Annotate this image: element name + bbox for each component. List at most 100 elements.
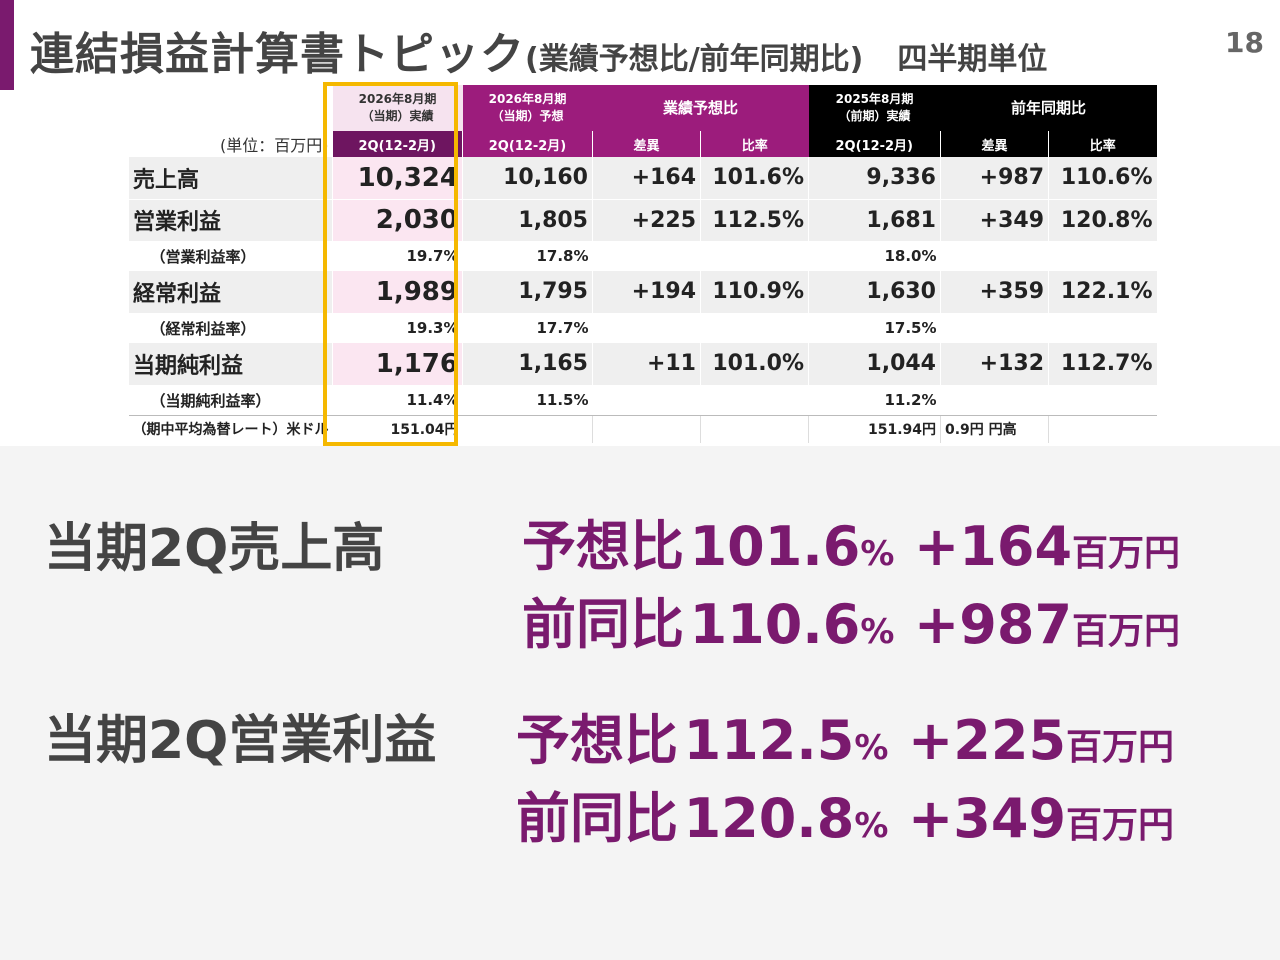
cell-ratio2: 120.8% [1048,199,1157,242]
table-row-ordinary-income: 経常利益 1,989 1,795 +194 110.9% 1,630 +359 … [128,271,1157,314]
header-vs-forecast: 業績予想比 [592,85,809,131]
cell-empty [1048,385,1157,415]
cell-prior: 11.2% [808,385,941,415]
cell-actual: 1,176 [332,343,463,386]
cell-ratio2: 112.7% [1048,343,1157,386]
cell-empty [592,414,701,443]
prior-prefix: 前同比 [516,787,678,850]
cell-ratio1: 110.9% [700,271,809,314]
cell-empty [462,414,593,443]
table-row-ordinary-margin: （経常利益率） 19.3% 17.7% 17.5% [128,313,1157,343]
cell-empty [940,313,1049,343]
prior-diff: +349 [908,787,1067,850]
cell-empty [592,313,701,343]
cell-empty [700,385,809,415]
row-label: （期中平均為替レート）米ドル [128,414,333,443]
forecast-ratio: 112.5 [683,709,855,772]
cell-prior: 1,630 [808,271,941,314]
cell-diff1: +194 [592,271,701,314]
title-unit: 四半期単位 [897,42,1048,77]
pct-sign: % [860,612,895,652]
forecast-diff: +225 [908,709,1067,772]
yen-unit: 百万円 [1066,805,1175,846]
header-prior-line1: 2025年8月期 [835,92,914,106]
header-forecast-line1: 2026年8月期 [488,92,567,106]
cell-forecast: 17.8% [462,241,593,271]
cell-forecast: 1,795 [462,271,593,314]
pct-sign: % [860,534,895,574]
cell-actual: 19.3% [332,313,463,343]
row-label: （経常利益率） [128,313,333,343]
cell-diff1: +11 [592,343,701,386]
page-title: 連結損益計算書トピック(業績予想比/前年同期比) 四半期単位 [30,18,1047,82]
pct-sign: % [854,728,889,768]
cell-empty [592,241,701,271]
cell-diff1: +225 [592,199,701,242]
table-row-op-income: 営業利益 2,030 1,805 +225 112.5% 1,681 +349 … [128,199,1157,242]
table-row-net-income: 当期純利益 1,176 1,165 +11 101.0% 1,044 +132 … [128,343,1157,386]
row-label: 売上高 [128,157,333,200]
title-sub: (業績予想比/前年同期比) [525,42,864,77]
summary-panel: 当期2Q売上高 予想比 101.6% +164百万円 前同比 110.6% +9… [0,446,1280,960]
forecast-prefix: 予想比 [522,515,684,578]
cell-diff1: +164 [592,157,701,200]
header-prior-line2: （前期）実績 [838,109,911,123]
cell-actual: 1,989 [332,271,463,314]
table-row-sales: 売上高 10,324 10,160 +164 101.6% 9,336 +987… [128,157,1157,200]
prior-ratio: 110.6 [689,593,861,656]
prior-ratio: 120.8 [683,787,855,850]
cell-actual: 151.04円 [332,414,463,443]
header-forecast: 2026年8月期 （当期）予想 [462,85,593,131]
accent-bar [0,0,14,90]
row-label: 当期純利益 [128,343,333,386]
cell-prior: 17.5% [808,313,941,343]
financial-table: 2026年8月期 （当期）実績 2026年8月期 （当期）予想 業績予想比 2025… [128,85,1157,443]
subheader-actual: 2Q(12-2月) [332,131,463,157]
row-label: （当期純利益率） [128,385,333,415]
cell-actual: 19.7% [332,241,463,271]
cell-empty [940,241,1049,271]
subheader-forecast: 2Q(12-2月) [462,131,593,157]
forecast-ratio: 101.6 [689,515,861,578]
header-actual-line2: （当期）実績 [361,109,434,123]
row-label: 経常利益 [128,271,333,314]
cell-actual: 2,030 [332,199,463,242]
cell-empty [700,414,809,443]
cell-empty [1048,241,1157,271]
pct-sign: % [854,806,889,846]
summary-sales-prior: 前同比 110.6% +987百万円 [522,580,1180,659]
cell-forecast: 1,805 [462,199,593,242]
cell-prior: 1,044 [808,343,941,386]
forecast-diff: +164 [914,515,1073,578]
summary-op-prior: 前同比 120.8% +349百万円 [516,774,1174,853]
yen-unit: 百万円 [1066,727,1175,768]
subheader-ratio1: 比率 [700,131,809,157]
page-number: 18 [1225,26,1264,59]
cell-diff2: +132 [940,343,1049,386]
subheader-diff1: 差異 [592,131,701,157]
cell-prior: 9,336 [808,157,941,200]
cell-empty [1048,414,1157,443]
title-main: 連結損益計算書トピック [30,29,525,80]
header-forecast-line2: （当期）予想 [491,109,564,123]
cell-forecast: 1,165 [462,343,593,386]
cell-actual: 11.4% [332,385,463,415]
table-row-op-margin: （営業利益率） 19.7% 17.8% 18.0% [128,241,1157,271]
cell-forecast: 17.7% [462,313,593,343]
cell-actual: 10,324 [332,157,463,200]
cell-prior: 1,681 [808,199,941,242]
forecast-prefix: 予想比 [516,709,678,772]
header-blank [128,85,333,131]
cell-diff2: 0.9円 円高 [940,414,1049,443]
cell-ratio2: 110.6% [1048,157,1157,200]
prior-diff: +987 [914,593,1073,656]
cell-ratio1: 101.0% [700,343,809,386]
cell-diff2: +987 [940,157,1049,200]
cell-empty [700,313,809,343]
cell-empty [700,241,809,271]
cell-empty [1048,313,1157,343]
row-label: 営業利益 [128,199,333,242]
summary-op-label: 当期2Q営業利益 [44,711,437,771]
prior-prefix: 前同比 [522,593,684,656]
row-label: （営業利益率） [128,241,333,271]
